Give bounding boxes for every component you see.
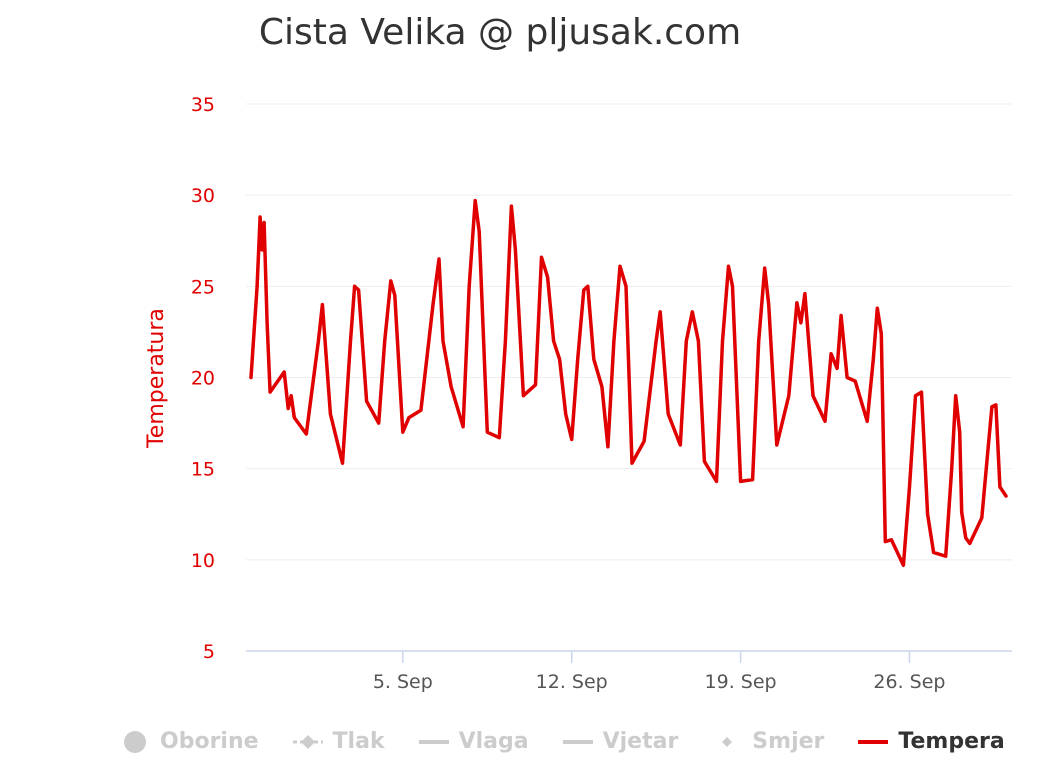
legend-item-tlak[interactable]: Tlak [292, 728, 385, 754]
diamond-icon [722, 736, 733, 747]
y-tick-label: 5 [203, 641, 215, 663]
chart-title: Cista Velika @ pljusak.com [258, 12, 742, 53]
diamond-dash-icon [292, 734, 323, 749]
legend-item-smjer[interactable]: Smjer [712, 729, 824, 754]
x-tick-label: 12. Sep [536, 671, 608, 693]
y-tick-label: 10 [191, 550, 215, 572]
red-line-icon [858, 739, 889, 744]
x-tick-label: 26. Sep [873, 671, 945, 693]
y-tick-label: 35 [191, 94, 215, 116]
axes: 5 10 15 20 25 30 35 5. Sep 12. Sep 19. Sep 26. Sep [191, 94, 1012, 693]
legend-item-vjetar[interactable]: Vjetar [562, 728, 679, 754]
legend-item-oborine[interactable]: Oborine [120, 729, 259, 754]
chart-area: 5 10 15 20 25 30 35 5. Sep 12. Sep 19. Sep 26. Sep… [144, 94, 1012, 693]
y-tick-label: 25 [191, 276, 215, 298]
line-icon [562, 739, 593, 744]
legend-label: Smjer [752, 728, 825, 754]
legend-label: Vjetar [602, 728, 679, 754]
legend: Oborine Tlak Vlaga Vjetar Smjer Tempera [120, 728, 1038, 762]
y-tick-label: 30 [191, 185, 215, 207]
x-tick-label: 5. Sep [373, 671, 433, 693]
legend-label: Vlaga [458, 728, 529, 754]
legend-label: Tlak [332, 728, 385, 754]
series-line-temperatura[interactable] [249, 198, 1008, 568]
y-tick-label: 20 [191, 368, 215, 390]
y-axis-label: Temperatura [144, 308, 169, 449]
legend-item-vlaga[interactable]: Vlaga [418, 728, 529, 754]
legend-item-tempera[interactable]: Tempera [858, 728, 1005, 754]
legend-label: Oborine [160, 728, 259, 754]
x-tick-label: 19. Sep [705, 671, 777, 693]
line-icon [418, 739, 449, 744]
y-tick-label: 15 [191, 459, 215, 481]
circle-icon [124, 730, 146, 753]
series-temperatura[interactable] [249, 198, 1008, 568]
legend-label: Tempera [898, 728, 1005, 754]
